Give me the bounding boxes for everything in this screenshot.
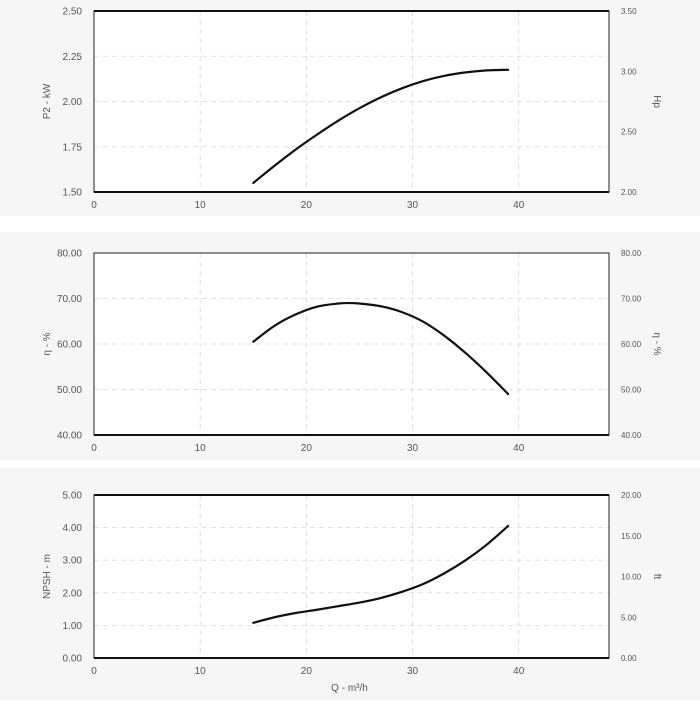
series-line: [252, 68, 510, 185]
y2-tick-label: 70.00: [621, 295, 642, 304]
y2-tick-label: 2.50: [621, 128, 637, 137]
y-tick-label: 2.25: [63, 52, 83, 63]
x-tick-label: 30: [407, 200, 419, 211]
x-tick-label: 30: [407, 443, 419, 454]
y-tick-label: 1.75: [63, 142, 83, 153]
y-tick-label: 1.00: [63, 621, 83, 632]
x-tick-label: 40: [513, 443, 525, 454]
y-tick-label: 2.00: [63, 588, 83, 599]
x-tick-label: 40: [513, 200, 525, 211]
plot-area: [94, 495, 609, 658]
x-tick-label: 0: [91, 200, 97, 211]
y-tick-label: 60.00: [57, 340, 82, 351]
y-tick-label: 80.00: [57, 249, 82, 260]
x-tick-label: 10: [195, 443, 207, 454]
y2-tick-label: 0.00: [621, 654, 637, 663]
y-tick-label: 50.00: [57, 385, 82, 396]
y-tick-label: 3.00: [63, 556, 83, 567]
plot-area: [94, 11, 609, 192]
y2-axis-label: ft: [651, 574, 662, 580]
chart-panel-1: 1.50 1.75 2.00 2.25 2.50 2.00 2.50 3.00 3.50 0 10 2…: [0, 0, 700, 216]
series-line: [252, 524, 510, 624]
y2-tick-label: 60.00: [621, 340, 642, 349]
y-tick-label: 1.50: [63, 188, 83, 199]
x-tick-label: 20: [301, 666, 313, 677]
x-tick-label: 0: [91, 666, 97, 677]
x-tick-label: 40: [513, 666, 525, 677]
y2-tick-label: 20.00: [621, 491, 642, 500]
y2-tick-label: 15.00: [621, 532, 642, 541]
y2-tick-label: 3.50: [621, 7, 637, 16]
y2-tick-label: 80.00: [621, 249, 642, 258]
y2-axis-label: Hp: [651, 95, 662, 108]
x-tick-label: 30: [407, 666, 419, 677]
y-axis-label: η - %: [42, 332, 53, 355]
y2-tick-label: 40.00: [621, 431, 642, 440]
y-tick-label: 70.00: [57, 294, 82, 305]
x-tick-label: 20: [301, 443, 313, 454]
y-tick-label: 5.00: [63, 491, 83, 502]
y-axis-label: NPSH - m: [42, 554, 53, 599]
y-tick-label: 0.00: [63, 654, 83, 665]
y2-tick-label: 50.00: [621, 386, 642, 395]
x-tick-label: 10: [195, 200, 207, 211]
y2-tick-label: 10.00: [621, 573, 642, 582]
y-axis-label: P2 - kW: [42, 83, 53, 119]
y-tick-label: 40.00: [57, 431, 82, 442]
plot-area: [94, 253, 609, 435]
x-tick-label: 20: [301, 200, 313, 211]
y-tick-label: 2.50: [63, 7, 83, 18]
y2-tick-label: 2.00: [621, 188, 637, 197]
chart-panel-2: 40.00 50.00 60.00 70.00 80.00 40.00 50.00 60.00…: [0, 232, 700, 460]
x-tick-label: 0: [91, 443, 97, 454]
y2-tick-label: 5.00: [621, 613, 637, 622]
y2-axis-label: η - %: [651, 332, 662, 355]
series-line: [252, 301, 510, 396]
y2-tick-label: 3.00: [621, 67, 637, 76]
x-tick-label: 10: [195, 666, 207, 677]
y-tick-label: 2.00: [63, 97, 83, 108]
y-tick-label: 4.00: [63, 523, 83, 534]
chart-panel-3: 0.00 1.00 2.00 3.00 4.00 5.00 0.00 5.00 10.00 15.…: [0, 468, 700, 700]
x-axis-label: Q - m³/h: [331, 683, 368, 694]
